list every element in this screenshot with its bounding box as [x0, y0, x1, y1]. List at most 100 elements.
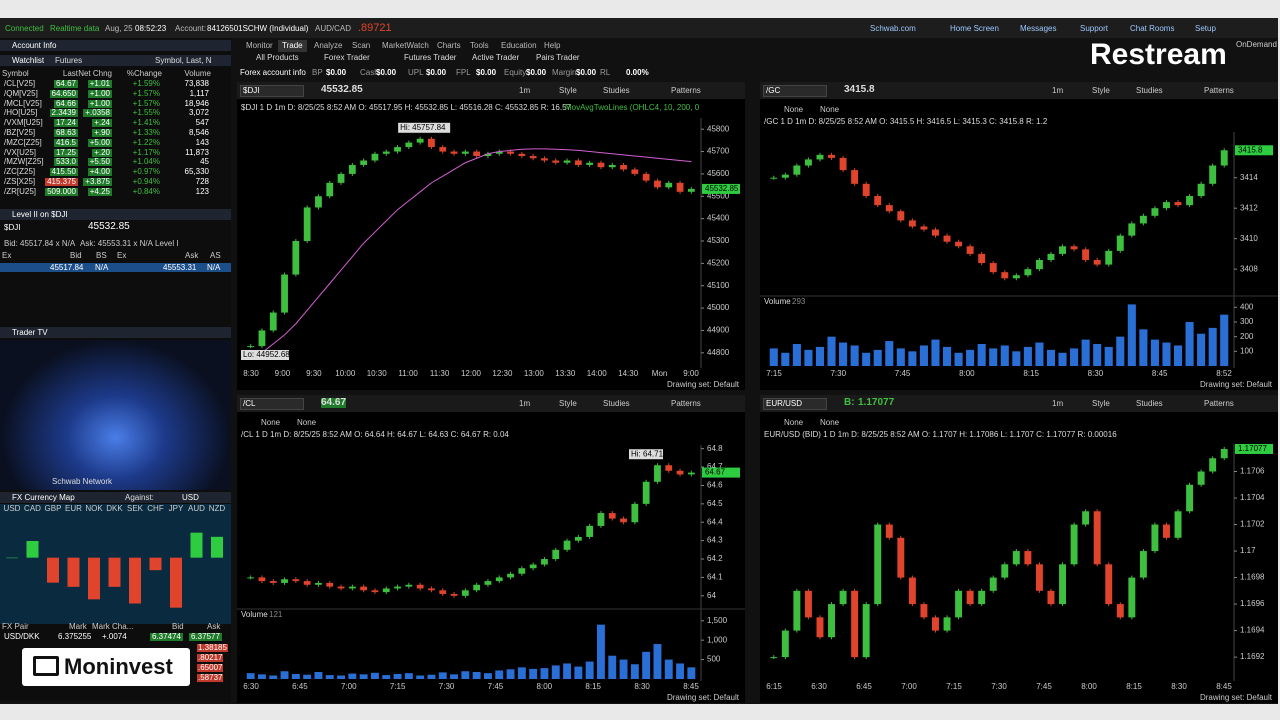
chart-symbol[interactable]: $DJI — [243, 86, 260, 95]
watchlist-list[interactable]: Futures — [55, 56, 83, 65]
watch-cell: +1.55% — [132, 108, 160, 118]
subtab[interactable]: Pairs Trader — [536, 53, 580, 62]
top-link[interactable]: Setup — [1195, 24, 1216, 33]
video — [0, 340, 231, 490]
x-tick-label: 7:15 — [766, 369, 782, 378]
candle — [518, 568, 526, 574]
watch-cell: +.20 — [92, 147, 112, 157]
tab[interactable]: Analyze — [314, 41, 343, 50]
toolbar-item[interactable]: Studies — [603, 399, 630, 408]
y-tick-label: 300 — [1240, 317, 1254, 326]
x-tick-label: 14:30 — [618, 369, 639, 378]
toolbar-item[interactable]: Patterns — [671, 399, 701, 408]
y-tick-label: 100 — [1240, 346, 1254, 355]
toolbar-item[interactable]: Style — [559, 399, 577, 408]
chart-plot: 45800 45700 45600 45500 45400 45300 45200 45100… — [241, 118, 740, 389]
candle — [371, 153, 379, 161]
watch-cell: 143 — [195, 137, 209, 147]
top-link[interactable]: Home Screen — [950, 24, 999, 33]
none-label[interactable]: None — [820, 418, 840, 427]
toolbar-item[interactable]: 1m — [519, 86, 531, 95]
toolbar-item[interactable]: Style — [1092, 399, 1110, 408]
watch-cell: +5.50 — [87, 157, 112, 167]
toolbar-item[interactable]: Patterns — [671, 86, 701, 95]
tab[interactable]: Scan — [352, 41, 371, 50]
left-panel: Account Info Watchlist Futures Symbol, Last… — [0, 38, 231, 702]
x-tick-label: 8:15 — [1023, 369, 1039, 378]
toolbar-item[interactable]: 1m — [519, 399, 531, 408]
volume-bar — [337, 675, 346, 679]
candle — [665, 465, 673, 471]
price-marker — [1235, 443, 1273, 454]
toolbar-item[interactable]: Style — [559, 86, 577, 95]
top-link[interactable]: Support — [1080, 24, 1109, 33]
tab[interactable]: MarketWatch — [382, 41, 429, 50]
watch-cell: +.24 — [92, 118, 112, 128]
volume-bar — [804, 349, 813, 366]
chart-panel: EUR/USD B: 1.17077 1m Style Studies Patterns No… — [760, 395, 1278, 703]
none-label[interactable]: None — [820, 105, 840, 114]
candle — [932, 617, 939, 631]
candle — [1012, 551, 1020, 565]
tab[interactable]: Tools — [470, 41, 489, 50]
x-tick-label: 8:00 — [1081, 682, 1097, 691]
fx-currency: SEK — [127, 504, 144, 513]
subtab[interactable]: Forex Trader — [324, 53, 370, 62]
tab[interactable]: Trade — [278, 40, 307, 52]
subtab[interactable]: Futures Trader — [404, 53, 457, 62]
ondemand[interactable]: OnDemand — [1236, 40, 1277, 49]
none-label[interactable]: None — [784, 105, 804, 114]
volume-bar — [427, 674, 436, 679]
tab[interactable]: Help — [544, 41, 561, 50]
fx-header: Ask — [207, 622, 221, 631]
subtab[interactable]: Active Trader — [472, 53, 520, 62]
toolbar-item[interactable]: Studies — [1136, 86, 1163, 95]
candle — [1151, 208, 1159, 216]
top-date: Aug, 25 — [105, 24, 133, 33]
toolbar-item[interactable]: Style — [1092, 86, 1110, 95]
section-header — [0, 40, 231, 51]
candle — [932, 229, 939, 236]
chart-symbol[interactable]: /GC — [766, 86, 781, 95]
candle — [586, 162, 594, 165]
toolbar-item[interactable]: Studies — [603, 86, 630, 95]
l2-header: Bid — [70, 251, 82, 260]
watch-cell: 64.650 — [49, 88, 78, 98]
candle — [416, 584, 424, 589]
top-link[interactable]: Chat Rooms — [1130, 24, 1175, 33]
x-tick-label: 11:30 — [430, 369, 450, 378]
candle — [303, 581, 311, 585]
candle — [1209, 458, 1217, 472]
volume-bar — [472, 672, 481, 679]
subtab[interactable]: All Products — [256, 53, 299, 62]
candle — [851, 590, 859, 658]
candle — [382, 151, 390, 154]
top-link[interactable]: Messages — [1020, 24, 1057, 33]
none-label[interactable]: None — [261, 418, 281, 427]
volume-bar — [769, 348, 778, 366]
toolbar-item[interactable]: Patterns — [1204, 399, 1234, 408]
watchlist-search[interactable]: Symbol, Last, N — [155, 56, 212, 65]
top-link[interactable]: Schwab.com — [870, 24, 916, 33]
l2-header: Ex — [2, 251, 12, 260]
candle — [1001, 272, 1009, 279]
toolbar-item[interactable]: Patterns — [1204, 86, 1234, 95]
toolbar-item[interactable]: 1m — [1052, 399, 1064, 408]
volume-bar — [1058, 352, 1067, 366]
tab[interactable]: Monitor — [246, 41, 273, 50]
candle — [839, 157, 847, 171]
volume-label: Volume — [241, 610, 268, 619]
tab[interactable]: Charts — [437, 41, 461, 50]
x-tick-label: 7:00 — [901, 682, 917, 691]
chart-symbol[interactable]: /CL — [243, 399, 256, 408]
watch-cell: 64.67 — [53, 79, 78, 88]
toolbar-item[interactable]: 1m — [1052, 86, 1064, 95]
none-label[interactable]: None — [297, 418, 317, 427]
tab[interactable]: Education — [501, 41, 537, 50]
none-label[interactable]: None — [784, 418, 804, 427]
toolbar-item[interactable]: Studies — [1136, 399, 1163, 408]
chart-symbol[interactable]: EUR/USD — [766, 399, 803, 408]
chart-header: /CL 1 D 1m D: 8/25/25 8:52 AM O: 64.64 H… — [241, 430, 509, 439]
watch-cell: 3,072 — [188, 108, 209, 118]
y-tick-label: 64.6 — [707, 481, 723, 490]
